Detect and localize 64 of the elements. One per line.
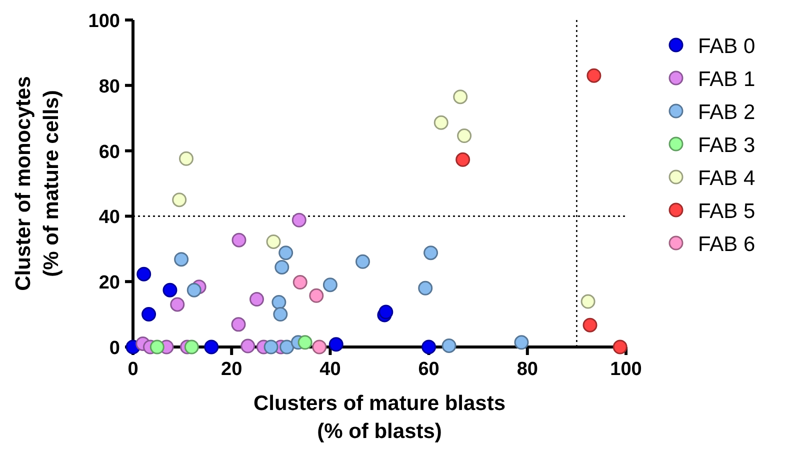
point xyxy=(418,280,433,296)
point xyxy=(204,340,219,354)
y-tick-label: 100 xyxy=(88,11,120,32)
point xyxy=(150,340,164,354)
point xyxy=(178,151,194,166)
y-tick-label: 80 xyxy=(98,76,120,98)
x-tick-label: 100 xyxy=(610,359,642,380)
point xyxy=(424,246,438,260)
y-tick-label: 60 xyxy=(98,142,120,163)
point xyxy=(422,340,436,354)
point xyxy=(266,234,281,249)
point xyxy=(231,317,246,332)
point xyxy=(580,294,596,309)
x-axis-title: Clusters of mature blasts (% of blasts) xyxy=(253,392,506,443)
point xyxy=(328,337,344,352)
x-tick-label: 80 xyxy=(516,359,538,380)
legend-label: FAB 0 xyxy=(698,35,756,58)
point xyxy=(170,297,185,312)
point xyxy=(278,246,294,260)
point xyxy=(280,340,294,354)
point xyxy=(184,340,199,354)
point xyxy=(292,212,306,228)
point xyxy=(142,307,156,322)
y-axis-title: Cluster of monocytes (% of mature cells) xyxy=(12,76,63,291)
point xyxy=(378,304,394,320)
point xyxy=(582,318,598,332)
point xyxy=(456,152,470,167)
point xyxy=(457,128,472,144)
point xyxy=(232,232,246,248)
legend-label: FAB 1 xyxy=(698,68,756,91)
point xyxy=(453,90,468,104)
legend-label: FAB 5 xyxy=(698,200,756,223)
point xyxy=(272,294,286,310)
point xyxy=(136,266,152,282)
point xyxy=(586,68,602,83)
point xyxy=(514,335,529,350)
y-tick-label: 40 xyxy=(98,207,120,228)
point xyxy=(172,192,187,208)
legend-label: FAB 6 xyxy=(698,233,756,256)
y-tick-label: 20 xyxy=(98,272,120,294)
point xyxy=(292,275,308,290)
x-tick-label: 40 xyxy=(320,359,341,380)
legend-label: FAB 4 xyxy=(698,167,756,190)
x-tick-label: 0 xyxy=(128,359,138,380)
point xyxy=(355,254,370,269)
legend-label: FAB 3 xyxy=(698,134,756,157)
x-tick-label: 20 xyxy=(221,359,242,380)
x-tick-label: 60 xyxy=(418,359,440,380)
point xyxy=(312,340,327,354)
point xyxy=(273,307,288,322)
point xyxy=(174,252,189,267)
point xyxy=(434,115,448,130)
point xyxy=(322,278,338,292)
point xyxy=(162,282,178,298)
y-tick-label: 0 xyxy=(109,338,120,359)
point xyxy=(264,340,278,354)
point xyxy=(274,260,290,274)
point xyxy=(309,288,324,303)
point xyxy=(240,338,256,354)
point xyxy=(249,292,264,307)
point xyxy=(442,338,456,353)
legend-label: FAB 2 xyxy=(698,101,756,124)
point xyxy=(186,282,202,298)
point xyxy=(298,335,312,350)
